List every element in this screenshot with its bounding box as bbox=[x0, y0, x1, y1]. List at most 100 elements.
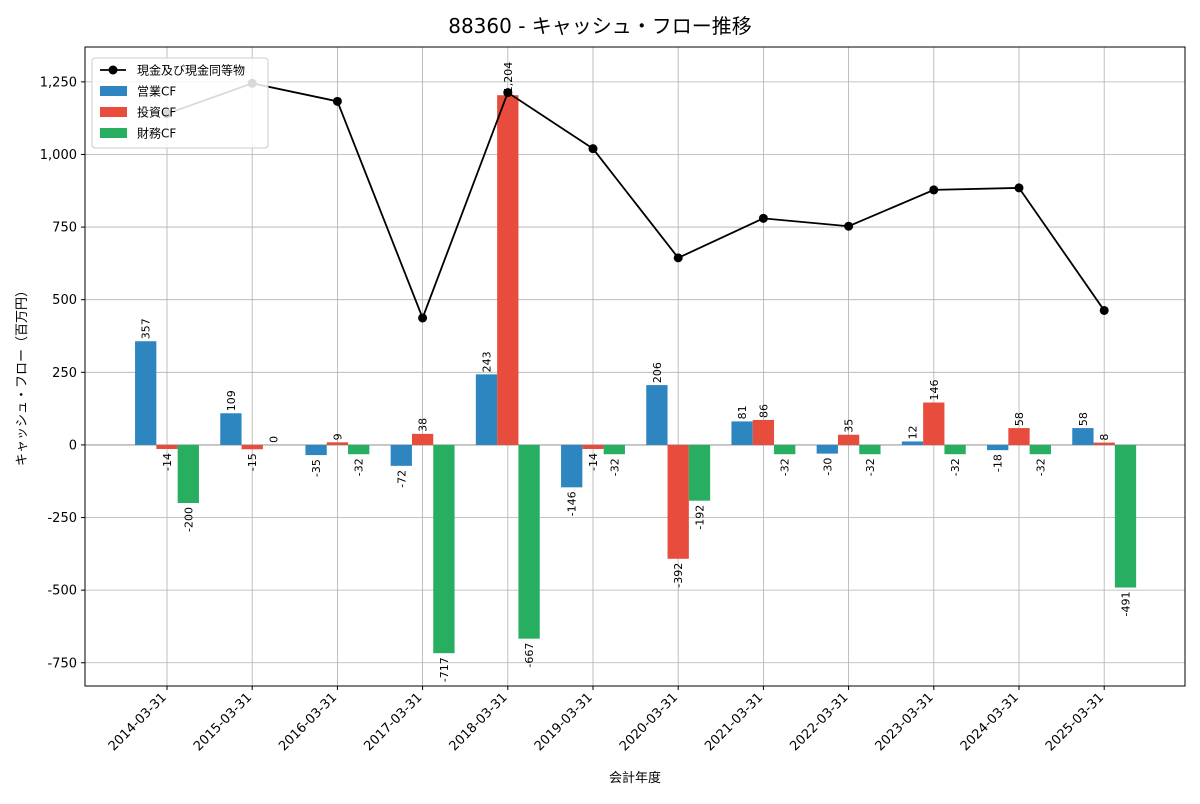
bar-value-label: 146 bbox=[928, 380, 941, 401]
bar-投資CF bbox=[156, 445, 177, 449]
x-tick-label: 2016-03-31 bbox=[276, 690, 340, 754]
bar-value-label: -14 bbox=[587, 453, 600, 471]
bar-value-label: -15 bbox=[246, 453, 259, 471]
bar-value-label: -32 bbox=[353, 458, 366, 476]
cash-line-point bbox=[1015, 183, 1024, 192]
bar-value-label: -32 bbox=[779, 458, 792, 476]
cash-line-point bbox=[674, 253, 683, 262]
bar-営業CF bbox=[135, 341, 156, 445]
legend-entry: 営業CF bbox=[137, 85, 176, 99]
bar-value-label: 9 bbox=[331, 433, 344, 440]
legend-swatch bbox=[100, 107, 127, 117]
bar-value-label: -392 bbox=[672, 563, 685, 588]
bar-財務CF bbox=[689, 445, 710, 501]
bar-財務CF bbox=[433, 445, 454, 653]
bar-value-label: -32 bbox=[864, 458, 877, 476]
bar-営業CF bbox=[731, 421, 752, 445]
y-tick-label: -500 bbox=[47, 584, 77, 599]
y-axis-label: キャッシュ・フロー（百万円） bbox=[15, 284, 30, 466]
bar-value-label: -32 bbox=[949, 458, 962, 476]
bar-value-label: 0 bbox=[268, 436, 281, 443]
cash-line-point bbox=[844, 222, 853, 231]
bar-value-label: -192 bbox=[694, 505, 707, 530]
legend-marker bbox=[109, 66, 118, 75]
legend-entry: 現金及び現金同等物 bbox=[137, 63, 245, 78]
bar-value-label: -30 bbox=[821, 458, 834, 476]
y-tick-label: 250 bbox=[52, 366, 77, 381]
y-tick-label: 500 bbox=[52, 293, 77, 308]
bar-value-label: 81 bbox=[736, 405, 749, 419]
x-tick-label: 2025-03-31 bbox=[1043, 690, 1107, 754]
x-tick-label: 2017-03-31 bbox=[361, 690, 425, 754]
bar-投資CF bbox=[497, 95, 518, 445]
x-tick-label: 2023-03-31 bbox=[873, 690, 937, 754]
bar-営業CF bbox=[476, 374, 497, 445]
bar-value-label: -717 bbox=[438, 657, 451, 682]
x-tick-label: 2015-03-31 bbox=[191, 690, 255, 754]
cash-line-path bbox=[167, 83, 1104, 318]
bar-投資CF bbox=[668, 445, 689, 559]
cash-line bbox=[163, 79, 1109, 323]
bar-営業CF bbox=[220, 413, 241, 445]
bar-value-label: -18 bbox=[992, 454, 1005, 472]
bar-営業CF bbox=[305, 445, 326, 455]
bar-財務CF bbox=[859, 445, 880, 454]
bar-value-label: 35 bbox=[843, 419, 856, 433]
bar-value-label: 357 bbox=[140, 318, 153, 339]
bar-value-label: -146 bbox=[566, 491, 579, 516]
bar-value-label: -32 bbox=[1034, 458, 1047, 476]
bar-財務CF bbox=[774, 445, 795, 454]
bar-投資CF bbox=[753, 420, 774, 445]
bar-営業CF bbox=[391, 445, 412, 466]
bar-投資CF bbox=[242, 445, 263, 449]
bar-営業CF bbox=[561, 445, 582, 487]
bar-財務CF bbox=[348, 445, 369, 454]
bar-営業CF bbox=[646, 385, 667, 445]
bars bbox=[135, 95, 1136, 653]
bar-value-label: -35 bbox=[310, 459, 323, 477]
bar-value-label: -72 bbox=[395, 470, 408, 488]
bar-value-label: 243 bbox=[481, 351, 494, 372]
cash-line-point bbox=[333, 97, 342, 106]
bar-value-label: 38 bbox=[417, 418, 430, 432]
bar-営業CF bbox=[817, 445, 838, 454]
bar-value-label: 58 bbox=[1013, 412, 1026, 426]
cash-line-point bbox=[418, 313, 427, 322]
bar-財務CF bbox=[944, 445, 965, 454]
bar-財務CF bbox=[518, 445, 539, 639]
y-tick-label: 750 bbox=[52, 221, 77, 236]
legend-swatch bbox=[100, 86, 127, 96]
bar-営業CF bbox=[987, 445, 1008, 450]
bar-value-label: 206 bbox=[651, 362, 664, 383]
bar-value-label: -14 bbox=[161, 453, 174, 471]
bar-value-label: -667 bbox=[523, 643, 536, 668]
bar-value-label: 12 bbox=[907, 425, 920, 439]
bar-営業CF bbox=[902, 441, 923, 444]
bar-投資CF bbox=[838, 435, 859, 445]
bar-財務CF bbox=[178, 445, 199, 503]
bar-投資CF bbox=[582, 445, 603, 449]
y-tick-label: -250 bbox=[47, 511, 77, 526]
bar-財務CF bbox=[1030, 445, 1051, 454]
x-axis-label: 会計年度 bbox=[609, 770, 661, 786]
bar-value-label: 8 bbox=[1098, 434, 1111, 441]
bar-投資CF bbox=[1094, 443, 1115, 445]
cash-line-point bbox=[759, 214, 768, 223]
y-tick-label: 1,000 bbox=[40, 148, 77, 163]
bar-value-label: 86 bbox=[757, 404, 770, 418]
cash-line-point bbox=[929, 185, 938, 194]
x-tick-label: 2020-03-31 bbox=[617, 690, 681, 754]
bar-投資CF bbox=[1008, 428, 1029, 445]
bar-投資CF bbox=[327, 442, 348, 445]
x-tick-label: 2018-03-31 bbox=[447, 690, 511, 754]
y-tick-label: -750 bbox=[47, 656, 77, 671]
legend-entry: 投資CF bbox=[137, 105, 176, 120]
bar-value-label: -200 bbox=[182, 507, 195, 532]
x-tick-label: 2022-03-31 bbox=[787, 690, 851, 754]
cash-line-point bbox=[1100, 306, 1109, 315]
